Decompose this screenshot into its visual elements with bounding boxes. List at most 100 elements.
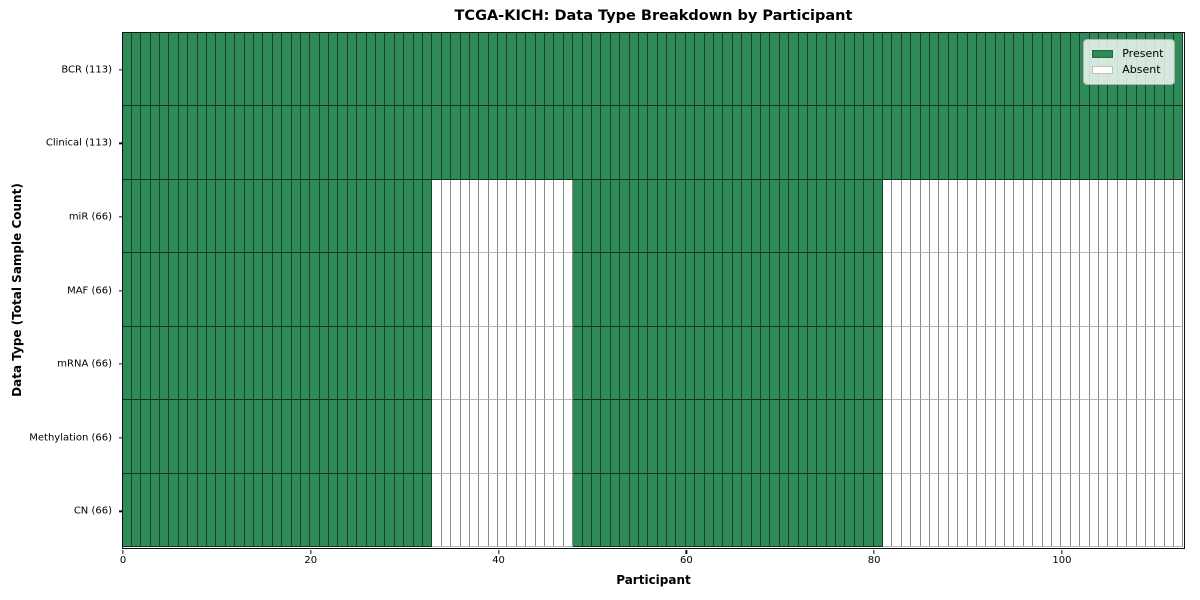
heatmap-cell [357, 473, 367, 548]
heatmap-cell [826, 326, 837, 401]
heatmap-cell [563, 179, 574, 254]
heatmap-cell [526, 400, 536, 474]
heatmap-cell [422, 32, 433, 107]
heatmap-cell [329, 326, 339, 401]
heatmap-cell [432, 253, 442, 327]
heatmap-cell [253, 179, 264, 254]
heatmap-cell [394, 32, 405, 107]
heatmap-cell [1005, 326, 1015, 401]
heatmap-cell [1070, 179, 1081, 254]
heatmap-cell [948, 253, 959, 327]
heatmap-cell [742, 179, 752, 254]
heatmap-cell [329, 473, 339, 548]
heatmap-cell [319, 400, 330, 474]
heatmap-cell [1089, 106, 1099, 180]
heatmap-cell [817, 326, 827, 401]
heatmap-cell [610, 106, 621, 180]
heatmap-cell [141, 400, 151, 474]
heatmap-cell [479, 179, 489, 254]
y-tick-mark [118, 363, 123, 365]
heatmap-cell [432, 473, 442, 548]
heatmap-cell [1127, 253, 1137, 327]
heatmap-cell [591, 326, 602, 401]
heatmap-cell [704, 106, 715, 180]
heatmap-cell [986, 326, 996, 401]
heatmap-cell [216, 253, 226, 327]
heatmap-cell [413, 179, 423, 254]
heatmap-cell [310, 473, 320, 548]
heatmap-cell [920, 253, 930, 327]
heatmap-cell [845, 106, 855, 180]
heatmap-cell [488, 326, 499, 401]
heatmap-cell [178, 106, 189, 180]
heatmap-cell [516, 106, 527, 180]
heatmap-cell [441, 473, 452, 548]
heatmap-cell [216, 106, 226, 180]
heatmap-cell [676, 473, 686, 548]
heatmap-cell [225, 106, 236, 180]
heatmap-cell [253, 106, 264, 180]
heatmap-cell [807, 106, 818, 180]
heatmap-cell [216, 400, 226, 474]
heatmap-cell [760, 253, 771, 327]
heatmap-cell [911, 473, 921, 548]
heatmap-cell [751, 473, 761, 548]
heatmap-cell [526, 179, 536, 254]
y-tick-label: MAF (66) [67, 285, 112, 296]
heatmap-cell [591, 32, 602, 107]
x-tick-mark [685, 549, 688, 554]
heatmap-cell [131, 253, 142, 327]
heatmap-cell [244, 179, 254, 254]
heatmap-cell [770, 106, 780, 180]
heatmap-cell [1080, 106, 1090, 180]
heatmap-cell [976, 106, 987, 180]
heatmap-cell [714, 253, 724, 327]
heatmap-cell [535, 473, 546, 548]
heatmap-cell [864, 179, 874, 254]
heatmap-cell [667, 253, 677, 327]
heatmap-cell [1155, 400, 1165, 474]
heatmap-cell [892, 326, 902, 401]
heatmap-cell [704, 326, 715, 401]
heatmap-cell [751, 326, 761, 401]
plot-area: Present Absent [121, 31, 1185, 549]
heatmap-cell [901, 400, 912, 474]
heatmap-cell [695, 326, 705, 401]
heatmap-cell [207, 106, 217, 180]
heatmap-cell [629, 326, 639, 401]
heatmap-cell [1080, 473, 1090, 548]
heatmap-cell [357, 106, 367, 180]
heatmap-cell [150, 179, 161, 254]
heatmap-cell [300, 179, 311, 254]
heatmap-cell [460, 473, 470, 548]
heatmap-cell [779, 326, 790, 401]
heatmap-cell [836, 473, 846, 548]
heatmap-cell [488, 400, 499, 474]
heatmap-cell [150, 253, 161, 327]
heatmap-cell [479, 400, 489, 474]
heatmap-cell [1145, 253, 1156, 327]
heatmap-cell [141, 106, 151, 180]
heatmap-cell [798, 253, 808, 327]
heatmap-cell [432, 400, 442, 474]
heatmap-cell [197, 326, 207, 401]
heatmap-cell [723, 400, 733, 474]
heatmap-cell [197, 32, 207, 107]
heatmap-cell [366, 179, 376, 254]
y-tick-mark [118, 216, 123, 218]
heatmap-cell [901, 253, 912, 327]
heatmap-cell [901, 32, 912, 107]
heatmap-cell [995, 400, 1006, 474]
heatmap-cell [582, 253, 592, 327]
heatmap-cell [385, 253, 395, 327]
heatmap-cell [836, 106, 846, 180]
heatmap-cell [826, 473, 837, 548]
heatmap-cell [770, 326, 780, 401]
heatmap-cell [498, 400, 508, 474]
heatmap-cell [460, 179, 470, 254]
heatmap-cell [253, 253, 264, 327]
heatmap-cell [1061, 253, 1071, 327]
heatmap-cell [770, 253, 780, 327]
heatmap-cell [1108, 400, 1118, 474]
y-tick-mark [118, 69, 123, 71]
